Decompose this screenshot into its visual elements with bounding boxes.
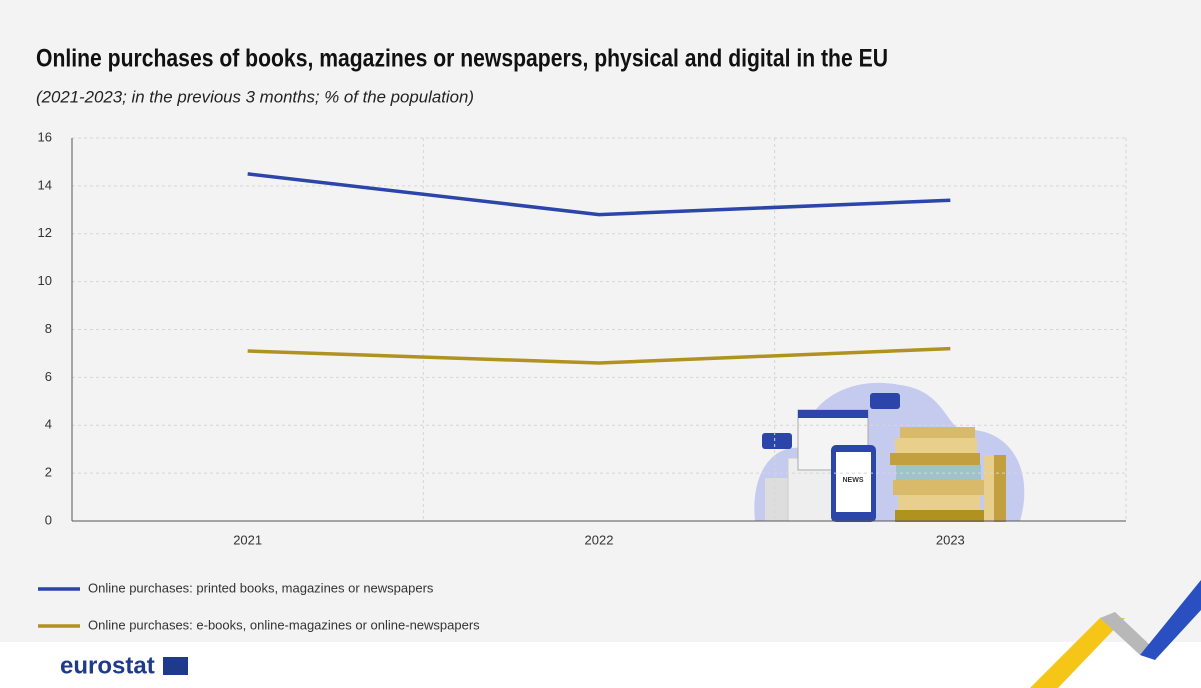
series-line (247, 346, 951, 365)
legend-label: Online purchases: e-books, online-magazi… (88, 617, 480, 632)
logo-flag (163, 657, 188, 675)
y-tick-label: 6 (45, 369, 52, 384)
chart-subtitle: (2021-2023; in the previous 3 months; % … (36, 87, 474, 106)
corner-decoration (1030, 580, 1201, 688)
y-tick-label: 8 (45, 321, 52, 336)
y-tick-label: 4 (45, 417, 52, 432)
logo-text: eurostat (60, 652, 155, 679)
illustration: NEWS (754, 382, 1025, 522)
svg-text:NEWS: NEWS (843, 477, 864, 484)
chart-title: Online purchases of books, magazines or … (36, 45, 888, 73)
x-tick-label: 2022 (585, 532, 614, 547)
series-line (247, 172, 951, 217)
y-tick-label: 12 (38, 225, 52, 240)
y-tick-label: 14 (38, 177, 52, 192)
y-tick-label: 2 (45, 465, 52, 480)
x-tick-label: 2021 (233, 532, 262, 547)
legend-label: Online purchases: printed books, magazin… (88, 580, 434, 595)
background (0, 0, 1201, 642)
y-tick-label: 16 (38, 129, 52, 144)
y-tick-label: 0 (45, 512, 52, 527)
x-tick-label: 2023 (936, 532, 965, 547)
y-tick-label: 10 (38, 273, 52, 288)
